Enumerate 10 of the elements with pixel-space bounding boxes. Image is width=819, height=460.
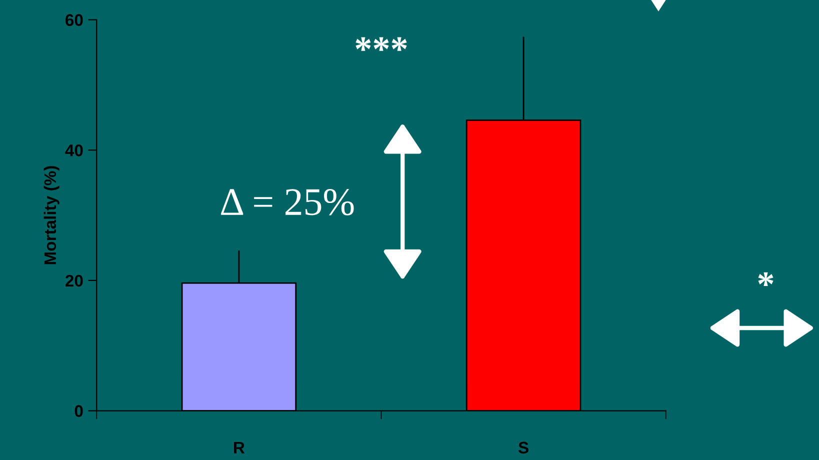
x-tick-label: S — [518, 442, 528, 454]
y-tick-label: 0 — [74, 405, 83, 417]
annotation: Δ = 25% — [221, 188, 354, 216]
x-tick-label: R — [234, 442, 245, 454]
y-tick-label: 60 — [66, 14, 83, 26]
y-tick-label: 40 — [65, 144, 83, 156]
y-axis-title: Mortality (%) — [44, 166, 60, 264]
text: * — [758, 272, 774, 286]
annotation: *** — [356, 37, 407, 51]
y-tick-label: 20 — [65, 274, 83, 287]
